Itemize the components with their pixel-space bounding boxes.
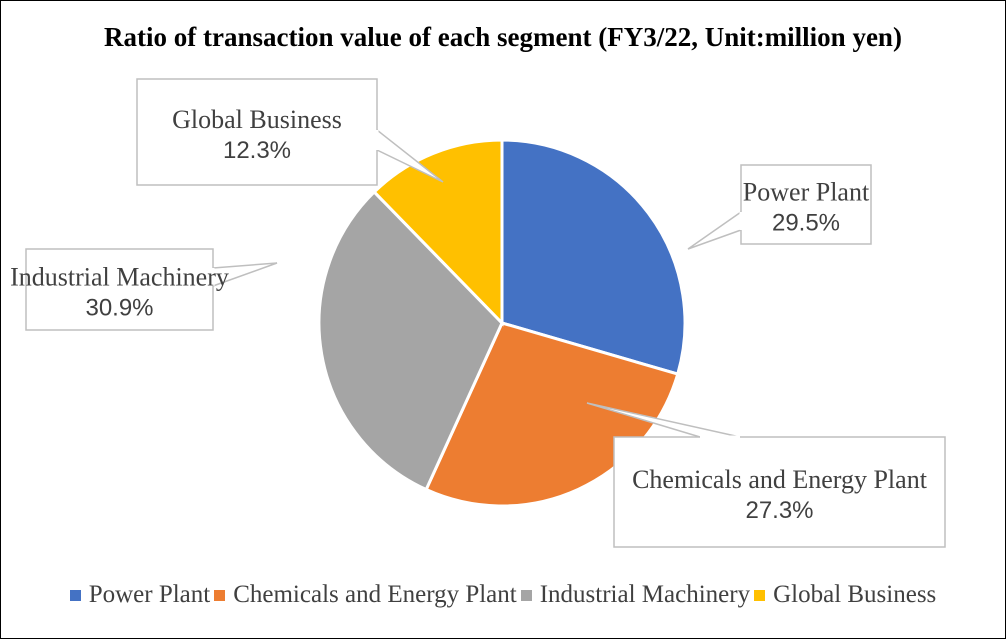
callout-chemicals-and-energy-plant: Chemicals and Energy Plant 27.3%: [586, 402, 946, 548]
slice-label-name-power-plant: Power Plant: [743, 178, 870, 207]
legend-swatch-industrial-machinery: [520, 589, 532, 601]
legend-label-global-business: Global Business: [773, 581, 937, 608]
slice-label-value-power-plant: 29.5%: [772, 210, 840, 237]
slice-label-name-chemicals-and-energy-plant: Chemicals and Energy Plant: [632, 465, 928, 494]
slice-label-name-industrial-machinery: Industrial Machinery: [10, 263, 229, 292]
callout-global-business: Global Business 12.3%: [136, 78, 444, 186]
slice-label-value-chemicals-and-energy-plant: 27.3%: [745, 497, 813, 524]
legend-label-industrial-machinery: Industrial Machinery: [539, 581, 751, 608]
callout-pointer-global-business: [376, 129, 444, 183]
pie-slice-power-plant: [500, 138, 687, 376]
legend-item-chemicals-and-energy-plant: Chemicals and Energy Plant: [214, 581, 517, 609]
callout-industrial-machinery: Industrial Machinery 30.9%: [10, 248, 278, 331]
callout-pointer-chemicals-and-energy-plant: [586, 402, 741, 438]
callout-box-industrial-machinery: [25, 248, 214, 331]
callout-box-global-business: [136, 78, 378, 186]
chart-title: Ratio of transaction value of each segme…: [104, 22, 902, 52]
callout-box-chemicals-and-energy-plant: [613, 436, 946, 548]
legend-swatch-chemicals-and-energy-plant: [214, 589, 226, 601]
legend-swatch-global-business: [754, 589, 766, 601]
legend-item-power-plant: Power Plant: [69, 581, 211, 609]
legend-label-chemicals-and-energy-plant: Chemicals and Energy Plant: [233, 581, 517, 608]
callout-pointer-industrial-machinery: [212, 262, 278, 287]
pie-slice-industrial-machinery: [317, 189, 504, 492]
callout-power-plant: Power Plant 29.5%: [687, 164, 872, 250]
slice-label-value-global-business: 12.3%: [223, 137, 291, 164]
slice-label-name-global-business: Global Business: [172, 105, 342, 134]
pie-slice-global-business: [372, 138, 504, 327]
callout-pointer-power-plant: [687, 211, 742, 250]
legend-swatch-power-plant: [69, 589, 81, 601]
slice-label-value-industrial-machinery: 30.9%: [85, 295, 153, 322]
legend-item-global-business: Global Business: [754, 581, 936, 609]
legend-label-power-plant: Power Plant: [88, 581, 211, 608]
chart-legend: Power Plant Chemicals and Energy Plant Ind…: [0, 581, 1006, 609]
legend-item-industrial-machinery: Industrial Machinery: [520, 581, 751, 609]
